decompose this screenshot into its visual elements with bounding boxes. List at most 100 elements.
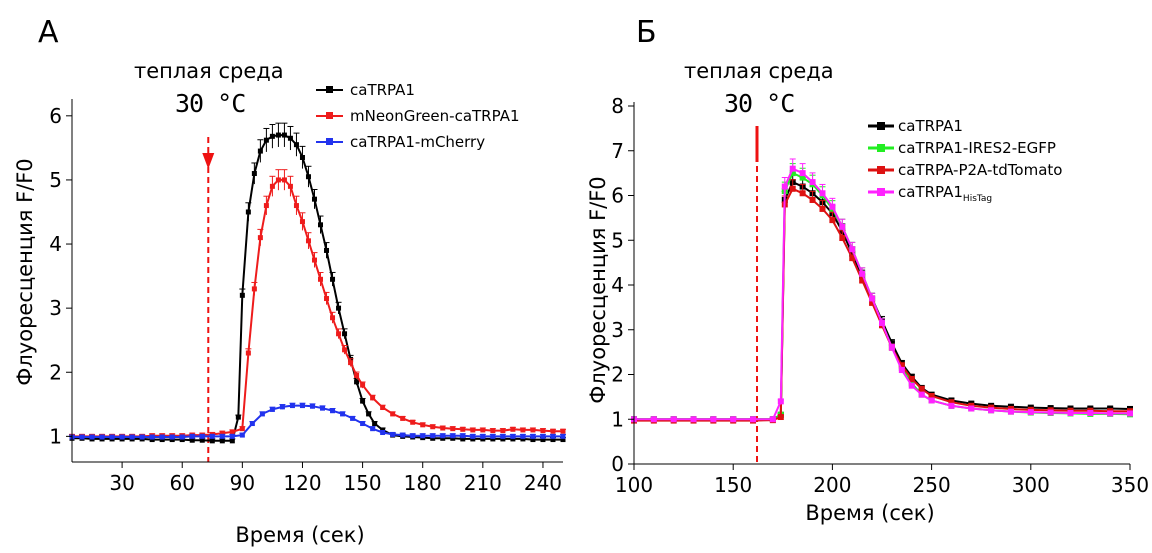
data-point-mneongreen-catrpa1-41 — [400, 415, 406, 421]
series-catrpa1-mcherry — [69, 402, 566, 440]
data-point-catrpa1-histag-34 — [1127, 410, 1133, 417]
data-point-catrpa1-mcherry-49 — [560, 433, 566, 439]
data-point-mneongreen-catrpa1-19 — [251, 286, 257, 292]
data-point-mneongreen-catrpa1-50 — [490, 428, 496, 434]
data-point-catrpa1-mcherry-4 — [109, 434, 115, 440]
data-point-catrpa1-mcherry-30 — [370, 426, 376, 432]
x-tick-label-100: 100 — [615, 473, 653, 497]
y-tick-label-1: 1 — [49, 424, 62, 448]
legend-label-catrpa1-histag-main: caTRPA1 — [898, 183, 963, 201]
data-point-catrpa-p2a-tdtomato-25 — [948, 399, 955, 406]
data-point-catrpa1-histag-25 — [948, 402, 955, 409]
data-point-catrpa1-mcherry-36 — [430, 433, 436, 439]
data-point-catrpa1-11 — [179, 437, 185, 443]
data-point-catrpa1-mcherry-35 — [420, 433, 426, 439]
legend-marker-catrpa1-ires2-egfp — [877, 144, 885, 152]
data-point-catrpa1-mcherry-9 — [159, 434, 165, 440]
data-point-mneongreen-catrpa1-22 — [269, 183, 275, 189]
data-point-mneongreen-catrpa1-15 — [219, 430, 225, 436]
panel-a-ticks: 30 60 90 120 150 180 210 240 1 2 3 4 5 6 — [49, 104, 562, 495]
data-point-catrpa1-mcherry-31 — [380, 430, 386, 436]
data-point-catrpa1-histag-31 — [1067, 409, 1074, 416]
data-point-catrpa1-55 — [520, 436, 526, 442]
data-point-catrpa-p2a-tdtomato-10 — [789, 185, 796, 192]
data-point-mneongreen-catrpa1-45 — [440, 425, 446, 431]
data-point-mneongreen-catrpa1-37 — [360, 382, 366, 388]
data-point-catrpa1-mcherry-27 — [340, 411, 346, 417]
data-point-mneongreen-catrpa1-52 — [510, 426, 516, 432]
data-point-catrpa1-histag-11 — [799, 170, 806, 177]
series-line-catrpa1 — [634, 180, 1131, 421]
data-point-catrpa1-10 — [169, 437, 175, 443]
data-point-catrpa1-mcherry-15 — [219, 433, 225, 439]
data-point-catrpa1-mcherry-28 — [350, 415, 356, 421]
panel-b-y-axis-title: Флуоресценция F/F0 — [586, 176, 610, 403]
data-point-mneongreen-catrpa1-23 — [275, 177, 281, 183]
data-point-catrpa1-mcherry-42 — [490, 433, 496, 439]
y-tick-label-7: 7 — [611, 139, 624, 163]
legend-label-catrpa1-ires2-egfp: caTRPA1-IRES2-EGFP — [898, 139, 1056, 157]
data-point-catrpa1-mcherry-2 — [89, 434, 95, 440]
panel-b-annotation-label: теплая среда — [684, 59, 834, 83]
x-tick-label-240: 240 — [524, 471, 562, 495]
panel-a-x-axis-title: Время (сек) — [235, 523, 364, 547]
data-point-catrpa1-mcherry-29 — [360, 421, 366, 427]
data-point-mneongreen-catrpa1-28 — [305, 238, 311, 244]
data-point-catrpa-p2a-tdtomato-16 — [849, 255, 856, 262]
data-point-catrpa1-mcherry-48 — [550, 433, 556, 439]
legend-item-mneongreen-catrpa1: mNeonGreen-caTRPA1 — [316, 107, 520, 125]
data-point-mneongreen-catrpa1-55 — [540, 428, 546, 434]
data-point-mneongreen-catrpa1-17 — [239, 426, 245, 432]
data-point-catrpa-p2a-tdtomato-12 — [809, 196, 816, 203]
series-catrpa1 — [69, 122, 566, 444]
data-point-catrpa1-mcherry-47 — [540, 433, 546, 439]
data-point-catrpa1-47 — [440, 435, 446, 441]
legend-label-catrpa-p2a-tdtomato: caTRPA-P2A-tdTomato — [898, 161, 1062, 179]
data-point-mneongreen-catrpa1-54 — [530, 427, 536, 433]
data-point-catrpa-p2a-tdtomato-23 — [918, 385, 925, 392]
x-tick-label-150: 150 — [714, 473, 752, 497]
data-point-mneongreen-catrpa1-57 — [560, 428, 566, 434]
data-point-catrpa1-histag-27 — [988, 407, 995, 414]
data-point-catrpa1-50 — [470, 436, 476, 442]
data-point-catrpa1-mcherry-13 — [199, 433, 205, 439]
data-point-mneongreen-catrpa1-40 — [390, 411, 396, 417]
series-line-catrpa1-ires2-egfp — [634, 171, 1131, 421]
data-point-catrpa1-46 — [430, 435, 436, 441]
data-point-catrpa-p2a-tdtomato-18 — [869, 299, 876, 306]
series-catrpa1-histag — [631, 158, 1133, 423]
data-point-catrpa1-mcherry-32 — [390, 431, 396, 437]
series-catrpa1 — [631, 172, 1133, 423]
panel-a-plot-area — [69, 122, 566, 462]
data-point-catrpa1-histag-15 — [839, 223, 846, 230]
data-point-catrpa1-mcherry-21 — [279, 404, 285, 410]
panel-b-x-axis-title: Время (сек) — [805, 501, 934, 525]
data-point-catrpa1-20 — [251, 171, 257, 177]
data-point-catrpa1-histag-28 — [1007, 408, 1014, 415]
data-point-catrpa1-mcherry-6 — [129, 434, 135, 440]
x-tick-label-150: 150 — [343, 471, 381, 495]
y-tick-label-2: 2 — [49, 360, 62, 384]
series-line-catrpa1-mcherry — [72, 404, 563, 438]
data-point-catrpa1-20 — [888, 340, 895, 347]
data-point-catrpa1-mcherry-38 — [450, 433, 456, 439]
legend-marker-catrpa1-histag — [877, 188, 885, 196]
y-tick-label-1: 1 — [611, 407, 624, 431]
legend-marker-catrpa-p2a-tdtomato — [877, 166, 885, 174]
data-point-catrpa1-histag-7 — [769, 416, 776, 423]
panel-a: А теплая среда 30 °C 30 60 90 120 150 180 210 2… — [13, 15, 566, 547]
data-point-mneongreen-catrpa1-48 — [470, 427, 476, 433]
data-point-catrpa1-24 — [275, 132, 281, 138]
x-tick-label-350: 350 — [1111, 473, 1149, 497]
data-point-catrpa1-mcherry-11 — [179, 434, 185, 440]
data-point-catrpa-p2a-tdtomato-22 — [908, 375, 915, 382]
data-point-catrpa1-mcherry-1 — [79, 434, 85, 440]
data-point-catrpa1-histag-22 — [908, 382, 915, 389]
data-point-catrpa1-mcherry-12 — [189, 433, 195, 439]
data-point-mneongreen-catrpa1-21 — [263, 203, 269, 209]
legend-marker-mneongreen-catrpa1 — [326, 112, 333, 119]
data-point-catrpa1-56 — [530, 437, 536, 443]
data-point-catrpa1-mcherry-25 — [320, 405, 326, 411]
data-point-catrpa1-histag-24 — [928, 397, 935, 404]
panel-a-legend: caTRPA1 mNeonGreen-caTRPA1 caTRPA1-mCher… — [316, 81, 520, 151]
